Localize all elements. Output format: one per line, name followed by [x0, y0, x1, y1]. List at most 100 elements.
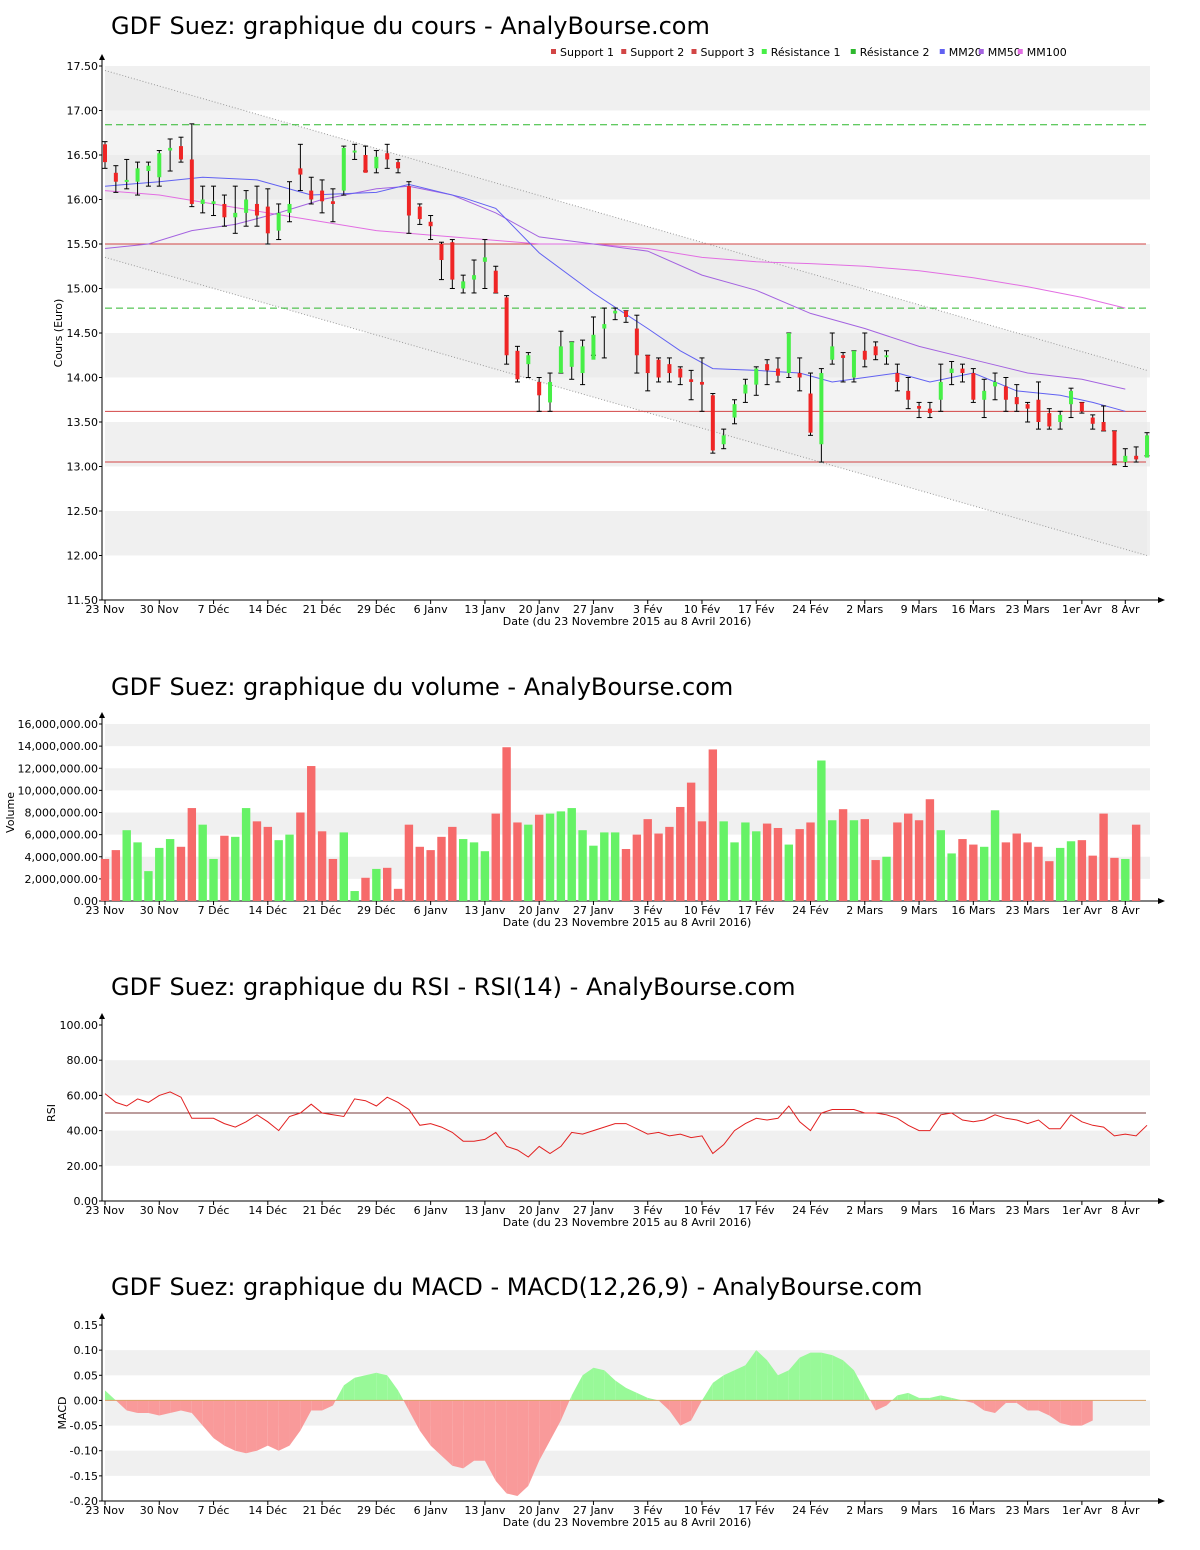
volume-bar — [741, 822, 750, 901]
macd-area-negative — [506, 1400, 518, 1496]
grid-band — [105, 768, 1150, 791]
macd-area-positive — [810, 1352, 822, 1401]
macd-area-positive — [767, 1360, 778, 1401]
x-axis-title: Date (du 23 Novembre 2015 au 8 Avril 201… — [503, 615, 752, 628]
legend-item: Support 2 — [630, 46, 684, 59]
x-tick-label: 27 Janv — [573, 904, 614, 917]
y-tick-label: 0.00 — [74, 1195, 99, 1208]
volume-bar — [111, 850, 121, 901]
candle-body — [298, 168, 303, 175]
macd-area-negative — [528, 1400, 540, 1486]
candle-body — [906, 390, 911, 400]
x-tick-label: 10 Fév — [684, 1204, 721, 1217]
legend-item: Support 1 — [560, 46, 614, 59]
volume-bar — [589, 845, 598, 901]
trend-channel-upper — [104, 69, 1148, 371]
macd-area-negative — [170, 1400, 181, 1413]
volume-bar — [665, 826, 674, 901]
macd-area-positive — [777, 1370, 789, 1401]
x-tick-label: 24 Fév — [792, 1204, 829, 1217]
y-tick-label: 16.50 — [67, 149, 99, 162]
macd-area-negative — [137, 1400, 149, 1413]
y-tick-label: 11.50 — [67, 594, 99, 607]
macd-area-negative — [311, 1400, 323, 1411]
macd-area-negative — [289, 1400, 301, 1446]
volume-bar — [556, 811, 566, 901]
macd-area-positive — [897, 1392, 909, 1401]
macd-area-negative — [246, 1400, 257, 1454]
legend-swatch — [978, 49, 984, 54]
y-tick-label: 40.00 — [67, 1125, 99, 1138]
volume-bar — [893, 822, 902, 901]
grid-band — [105, 66, 1150, 111]
candle-body — [830, 346, 835, 360]
candle-body — [548, 381, 553, 403]
y-tick-label: 12.00 — [67, 550, 99, 563]
x-tick-label: 21 Déc — [303, 1204, 342, 1217]
volume-bar — [534, 814, 544, 901]
macd-area-negative — [256, 1400, 268, 1451]
macd-area-negative — [1071, 1400, 1082, 1426]
grid-band — [105, 1130, 1150, 1166]
x-tick-label: 20 Janv — [519, 1504, 560, 1517]
y-tick-label: 13.50 — [67, 416, 99, 429]
volume-bar — [122, 830, 131, 901]
macd-area-negative — [159, 1400, 171, 1416]
candle-body — [482, 257, 487, 262]
x-tick-label: 27 Janv — [573, 603, 614, 616]
grid-band — [105, 724, 1150, 747]
candle-body — [1025, 404, 1030, 409]
macd-area-negative — [300, 1400, 312, 1431]
candle-body — [808, 393, 813, 433]
macd-area-negative — [962, 1400, 974, 1403]
macd-area-negative — [680, 1400, 692, 1426]
macd-area-positive — [821, 1352, 833, 1401]
x-tick-label: 2 Mars — [846, 904, 883, 917]
candle-body — [461, 281, 466, 289]
volume-bar — [100, 858, 110, 901]
candle-body — [862, 350, 867, 360]
macd-area-negative — [1081, 1400, 1093, 1426]
x-tick-label: 3 Fév — [633, 603, 663, 616]
candle-body — [1058, 414, 1063, 422]
macd-area-positive — [734, 1365, 746, 1401]
x-tick-label: 1er Avr — [1062, 1204, 1102, 1217]
legend-item: MM50 — [988, 46, 1021, 59]
candle-body — [396, 162, 401, 169]
x-tick-label: 10 Fév — [684, 904, 721, 917]
candle-body — [591, 334, 596, 360]
x-tick-label: 13 Janv — [464, 603, 505, 616]
y-tick-label: 0.05 — [74, 1369, 99, 1382]
y-axis-arrow — [99, 1313, 105, 1319]
legend-item: Résistance 1 — [771, 46, 841, 59]
rsi-line — [104, 1091, 1148, 1158]
volume-bar — [339, 832, 348, 901]
y-tick-label: 12.50 — [67, 505, 99, 518]
candle-body — [721, 435, 726, 445]
grid-band — [105, 511, 1150, 556]
candle-body — [689, 379, 694, 382]
candle-body — [493, 270, 498, 293]
y-tick-label: 20.00 — [67, 1160, 99, 1173]
x-tick-label: 3 Fév — [633, 904, 663, 917]
macd-area-negative — [669, 1400, 681, 1426]
macd-area-negative — [224, 1400, 236, 1451]
volume-bar — [545, 813, 555, 901]
x-tick-label: 23 Mars — [1006, 603, 1050, 616]
volume-bar — [708, 749, 718, 901]
grid-band — [105, 1060, 1150, 1096]
candle-body — [406, 186, 411, 216]
volume-bar — [513, 822, 522, 901]
macd-area-negative — [267, 1400, 279, 1451]
macd-area-negative — [419, 1400, 431, 1446]
candle-body — [895, 373, 900, 382]
volume-bar — [165, 839, 175, 901]
candle-body — [971, 373, 976, 400]
y-tick-label: 12,000,000.00 — [18, 762, 98, 775]
rsi-chart-title: GDF Suez: graphique du RSI - RSI(14) - A… — [111, 973, 796, 1001]
x-tick-label: 10 Fév — [684, 1504, 721, 1517]
volume-bar — [567, 808, 576, 901]
macd-area-negative — [984, 1400, 996, 1413]
macd-area-positive — [788, 1357, 800, 1401]
volume-bar — [187, 808, 197, 901]
